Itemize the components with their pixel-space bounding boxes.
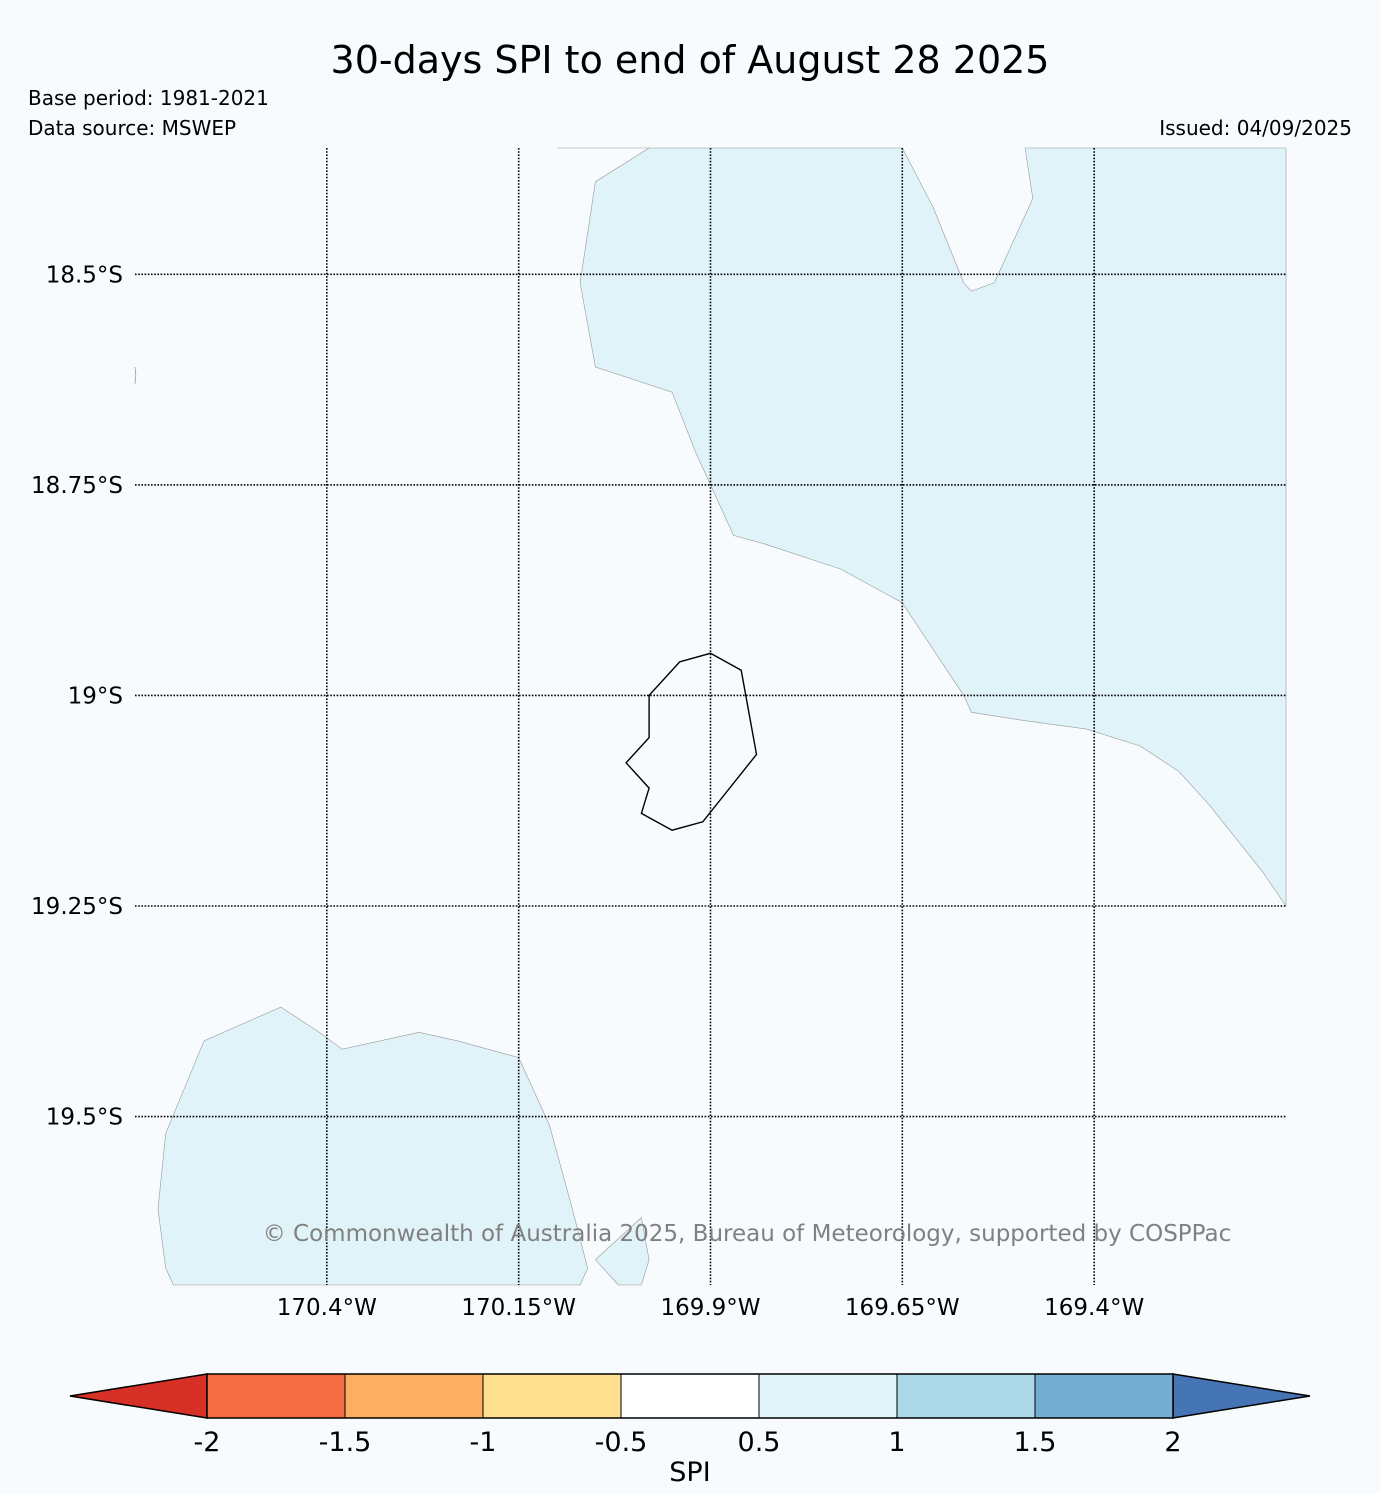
colorbar-segment	[344, 1373, 484, 1419]
spi-region-3	[594, 1217, 650, 1286]
latitude-tick-label: 18.75°S	[31, 473, 123, 499]
islands-layer	[625, 652, 758, 831]
colorbar-segment	[206, 1373, 346, 1419]
latitude-tick-label: 19.25°S	[31, 894, 123, 920]
colorbar-label: SPI	[669, 1457, 710, 1488]
colorbar-tick-label: 1	[888, 1427, 905, 1458]
issued-date-text: Issued: 04/09/2025	[1159, 116, 1352, 140]
colorbar-under-arrow	[69, 1373, 208, 1419]
colorbar-segment	[620, 1373, 760, 1419]
longitude-tick-label: 170.4°W	[277, 1295, 377, 1321]
longitude-tick-label: 169.65°W	[845, 1295, 960, 1321]
longitude-tick-label: 169.4°W	[1044, 1295, 1144, 1321]
colorbar-over-arrow	[1172, 1373, 1311, 1419]
colorbar-tick-label: 0.5	[738, 1427, 781, 1458]
map-title: 30-days SPI to end of August 28 2025	[330, 38, 1050, 82]
latitude-tick-label: 18.5°S	[46, 262, 123, 288]
island-outline	[625, 652, 758, 831]
colorbar-frame	[206, 1373, 1174, 1419]
latitude-tick-label: 19°S	[68, 683, 123, 709]
copyright-notice: © Commonwealth of Australia 2025, Bureau…	[263, 1221, 1232, 1247]
spi-colorbar: -2 -1.5 -1 -0.5 0.5 1 1.5 2 SPI	[69, 1373, 1311, 1488]
base-period-text: Base period: 1981-2021	[28, 86, 269, 110]
colorbar-segment	[482, 1373, 622, 1419]
colorbar-segment	[896, 1373, 1036, 1419]
colorbar-tick-label: -1.5	[319, 1427, 372, 1458]
colorbar-tick-label: 1.5	[1014, 1427, 1057, 1458]
data-source-text: Data source: MSWEP	[28, 116, 237, 140]
latitude-tick-label: 19.5°S	[46, 1105, 123, 1131]
graticule	[135, 148, 1286, 1285]
colorbar-segment	[1034, 1373, 1174, 1419]
colorbar-tick-label: -2	[194, 1427, 221, 1458]
colorbar-tick-label: 2	[1164, 1427, 1181, 1458]
spi-region-2	[157, 1006, 589, 1286]
coastline-fragment	[134, 366, 137, 384]
latitude-labels: 18.5°S 18.75°S 19°S 19.25°S 19.5°S	[31, 262, 123, 1130]
colorbar-tick-label: -0.5	[595, 1427, 648, 1458]
longitude-tick-label: 170.15°W	[461, 1295, 576, 1321]
spi-region-1	[557, 147, 1287, 907]
longitude-tick-label: 169.9°W	[660, 1295, 760, 1321]
longitude-labels: 170.4°W 170.15°W 169.9°W 169.65°W 169.4°W	[277, 1295, 1144, 1321]
spi-regions-layer	[134, 147, 1287, 1286]
colorbar-segment	[758, 1373, 898, 1419]
colorbar-tick-label: -1	[470, 1427, 497, 1458]
